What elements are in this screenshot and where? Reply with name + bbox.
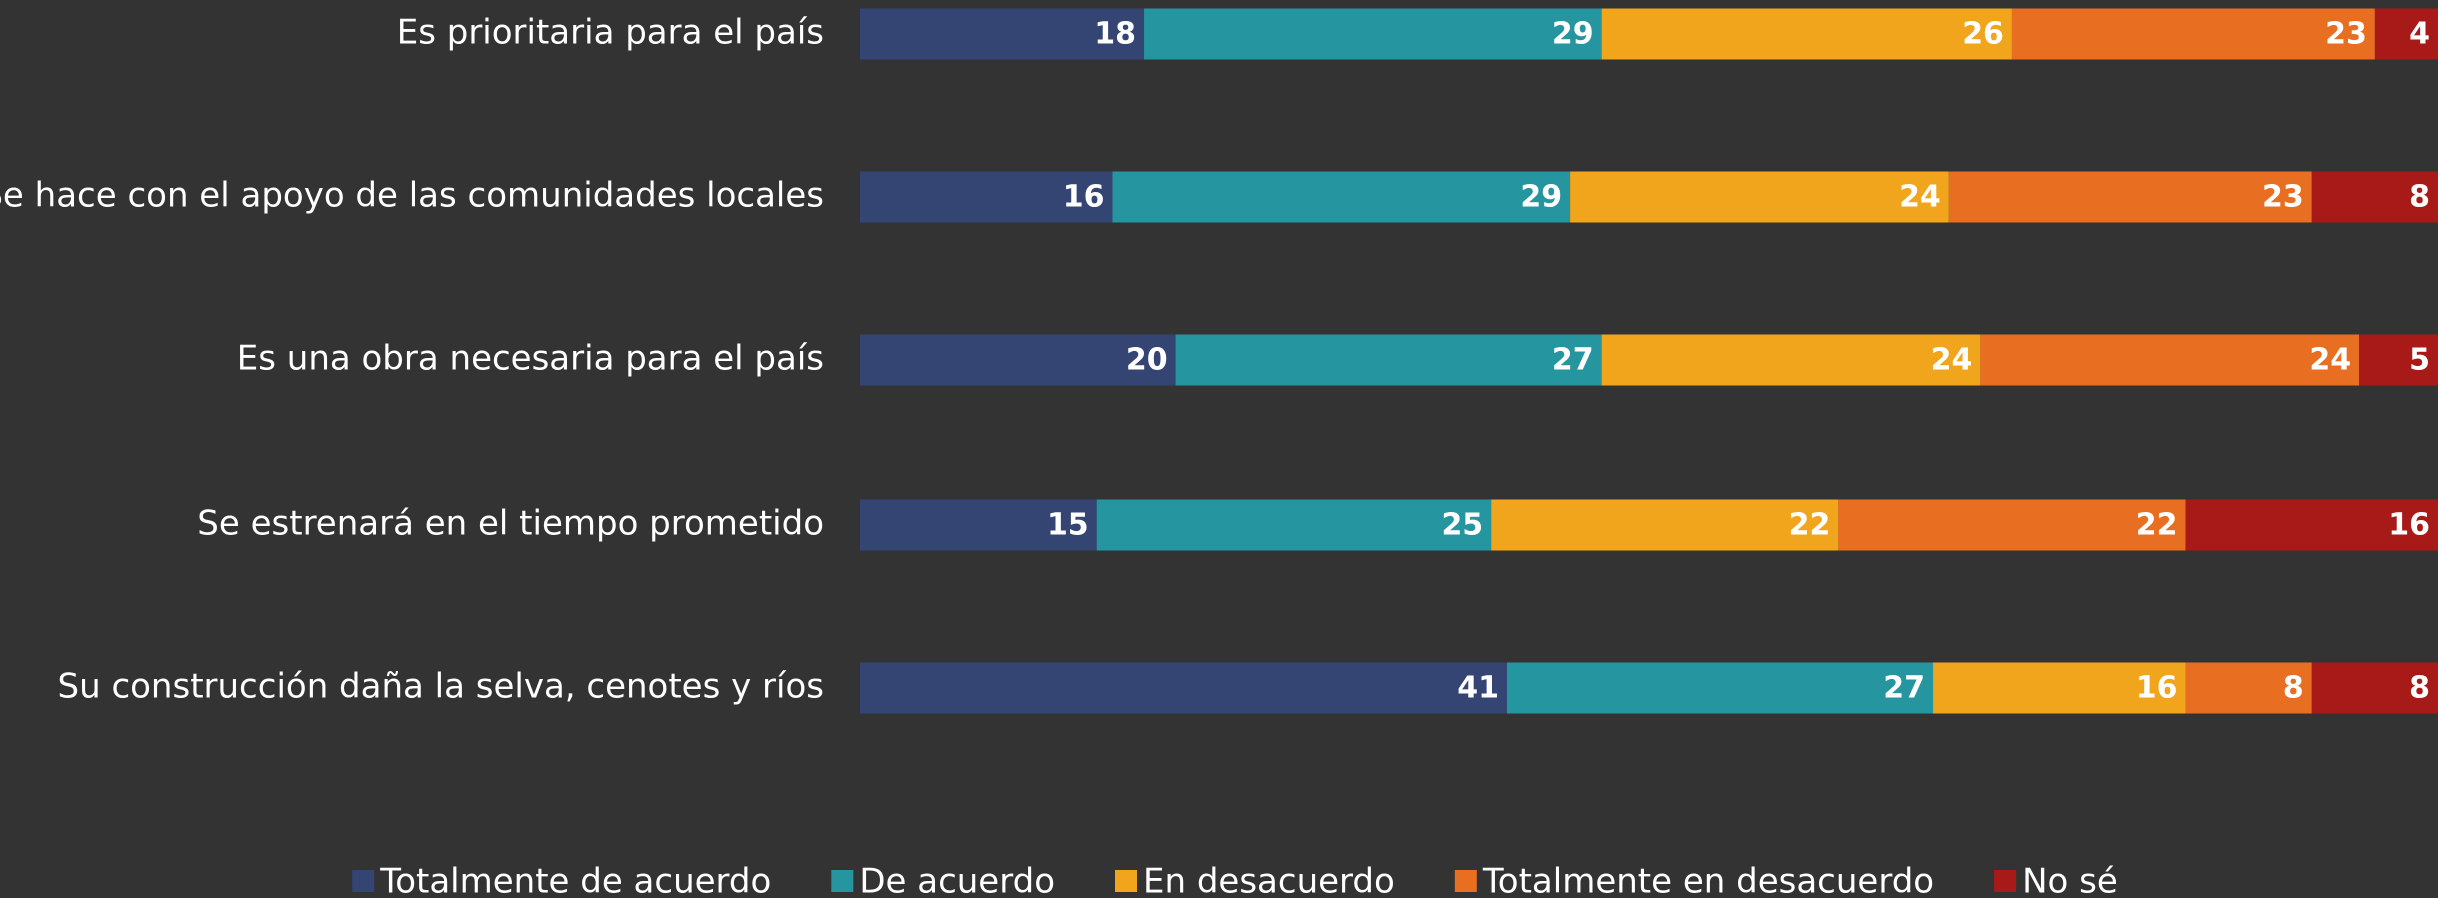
- bar-segment: [1175, 334, 1602, 386]
- bar-segment: [2359, 334, 2438, 386]
- legend: Totalmente de acuerdo De acuerdo En desacu…: [352, 862, 2118, 898]
- legend-label: Totalmente en desacuerdo: [1482, 862, 1934, 898]
- bar-segment: [2185, 662, 2312, 714]
- value-label: 41: [1457, 671, 1499, 706]
- bar-segment: [1601, 8, 2012, 60]
- value-label: 18: [1094, 17, 1136, 52]
- bar-segment: [1980, 334, 2360, 386]
- value-label: 15: [1047, 508, 1089, 543]
- legend-swatch: [1454, 870, 1477, 892]
- bar-segment: [860, 334, 1176, 386]
- value-label: 27: [1552, 343, 1594, 378]
- bar-segment: [1601, 334, 1981, 386]
- bar-segment: [2185, 499, 2438, 551]
- bar-segment: [2374, 8, 2438, 60]
- legend-swatch: [1994, 870, 2017, 892]
- value-label: 8: [2409, 180, 2430, 215]
- legend-swatch: [352, 870, 375, 892]
- value-label: 8: [2409, 671, 2430, 706]
- value-label: 26: [1962, 17, 2004, 52]
- value-label: 4: [2409, 17, 2430, 52]
- bar-segment: [2311, 171, 2438, 223]
- value-label: 23: [2262, 180, 2304, 215]
- bar-segment: [1506, 662, 1934, 714]
- value-label: 24: [1931, 343, 1973, 378]
- bar-segment: [1933, 662, 2186, 714]
- legend-label: No sé: [2022, 862, 2118, 898]
- value-label: 8: [2283, 671, 2304, 706]
- value-label: 5: [2409, 343, 2430, 378]
- category-label: Su construcción daña la selva, cenotes y…: [58, 667, 825, 707]
- value-label: 25: [1441, 508, 1483, 543]
- value-label: 23: [2325, 17, 2367, 52]
- category-label: Se hace con el apoyo de las comunidades …: [0, 176, 824, 216]
- value-label: 24: [2309, 343, 2351, 378]
- bar-segment: [1491, 499, 1839, 551]
- legend-label: De acuerdo: [859, 862, 1055, 898]
- bar-segment: [2011, 8, 2375, 60]
- value-label: 16: [2388, 508, 2430, 543]
- bar-segment: [1112, 171, 1571, 223]
- bar-segment: [1144, 8, 1602, 60]
- value-label: 20: [1126, 343, 1168, 378]
- bar-segment: [1096, 499, 1492, 551]
- value-label: 16: [2136, 671, 2178, 706]
- bar-segment: [1838, 499, 2186, 551]
- value-label: 27: [1883, 671, 1925, 706]
- category-label: Se estrenará en el tiempo prometido: [197, 504, 824, 544]
- bar-segment: [860, 499, 1097, 551]
- value-label: 22: [2136, 508, 2178, 543]
- value-label: 29: [1520, 180, 1562, 215]
- value-label: 16: [1063, 180, 1105, 215]
- bar-segment: [1570, 171, 1949, 223]
- legend-label: Totalmente de acuerdo: [379, 862, 771, 898]
- value-label: 22: [1789, 508, 1831, 543]
- category-label: Es una obra necesaria para el país: [237, 339, 824, 379]
- bar-segment: [860, 8, 1145, 60]
- category-label: Es prioritaria para el país: [397, 13, 824, 53]
- legend-swatch: [831, 870, 854, 892]
- value-label: 29: [1552, 17, 1594, 52]
- bar-segment: [860, 662, 1507, 714]
- bar-segment: [1948, 171, 2312, 223]
- legend-swatch: [1115, 870, 1137, 892]
- legend-label: En desacuerdo: [1143, 862, 1395, 898]
- value-label: 24: [1899, 180, 1941, 215]
- bar-segment: [860, 171, 1113, 223]
- bar-segment: [2311, 662, 2438, 714]
